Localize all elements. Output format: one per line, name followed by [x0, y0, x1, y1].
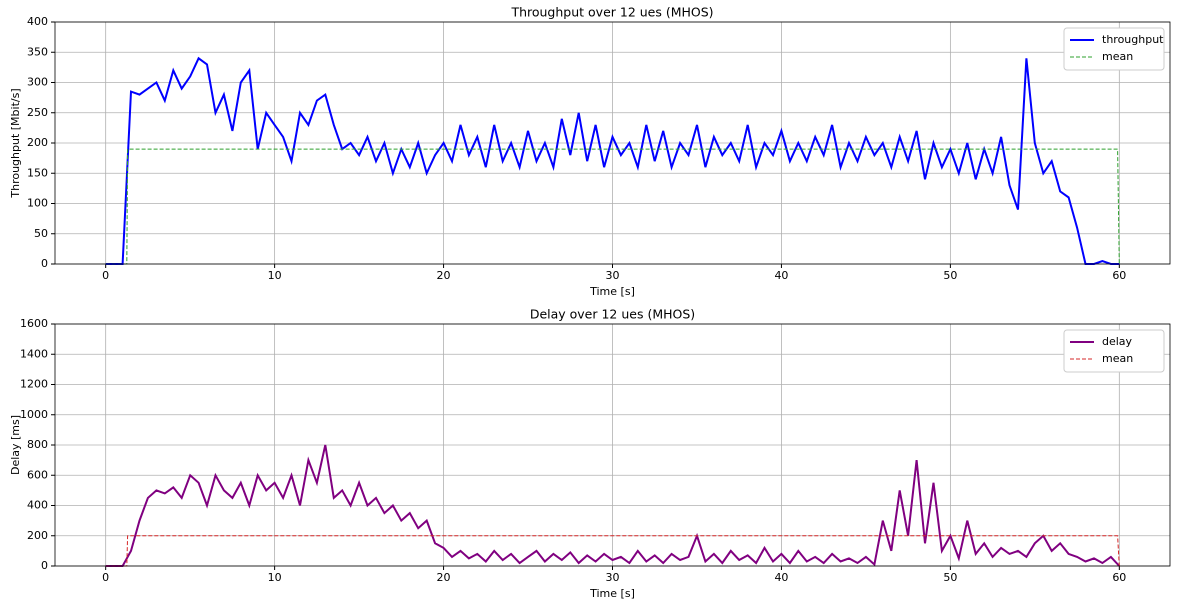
y-tick-label: 400 [27, 499, 48, 512]
x-tick-label: 60 [1112, 571, 1126, 584]
legend-label: mean [1102, 352, 1133, 365]
y-tick-label: 200 [27, 529, 48, 542]
x-tick-label: 50 [943, 269, 957, 282]
x-tick-label: 0 [102, 571, 109, 584]
y-tick-label: 1000 [20, 408, 48, 421]
y-tick-label: 200 [27, 136, 48, 149]
axes-frame [54, 21, 1171, 265]
series-line [105, 56, 1120, 265]
y-tick-label: 600 [27, 468, 48, 481]
axes-frame [54, 323, 1171, 567]
x-tick-label: 20 [437, 269, 451, 282]
y-tick-label: 0 [41, 559, 48, 572]
y-axis-label: Throughput [Mbit/s] [9, 88, 22, 198]
y-tick-label: 0 [41, 257, 48, 270]
y-tick-label: 350 [27, 45, 48, 58]
legend-label: mean [1102, 50, 1133, 63]
series-line [105, 444, 1121, 567]
y-tick-label: 1200 [20, 378, 48, 391]
x-tick-label: 0 [102, 269, 109, 282]
x-tick-label: 30 [606, 571, 620, 584]
x-tick-label: 10 [268, 571, 282, 584]
x-axis-label: Time [s] [589, 285, 635, 298]
chart-title: Throughput over 12 ues (MHOS) [510, 5, 713, 20]
x-tick-label: 40 [774, 269, 788, 282]
x-tick-label: 30 [606, 269, 620, 282]
y-tick-label: 150 [27, 166, 48, 179]
y-axis-label: Delay [ms] [9, 415, 22, 475]
y-tick-label: 250 [27, 106, 48, 119]
y-tick-label: 1400 [20, 347, 48, 360]
y-tick-label: 300 [27, 76, 48, 89]
y-tick-label: 1600 [20, 317, 48, 330]
x-tick-label: 20 [437, 571, 451, 584]
legend-label: throughput [1102, 33, 1164, 46]
legend-box [1063, 329, 1165, 373]
y-tick-label: 400 [27, 15, 48, 28]
x-tick-label: 10 [268, 269, 282, 282]
x-axis-label: Time [s] [589, 587, 635, 600]
x-tick-label: 50 [943, 571, 957, 584]
legend-box [1063, 27, 1165, 71]
y-tick-label: 50 [34, 227, 48, 240]
x-tick-label: 40 [774, 571, 788, 584]
x-tick-label: 60 [1112, 269, 1126, 282]
legend-label: delay [1102, 335, 1133, 348]
y-tick-label: 100 [27, 197, 48, 210]
y-tick-label: 800 [27, 438, 48, 451]
chart-title: Delay over 12 ues (MHOS) [530, 307, 695, 322]
